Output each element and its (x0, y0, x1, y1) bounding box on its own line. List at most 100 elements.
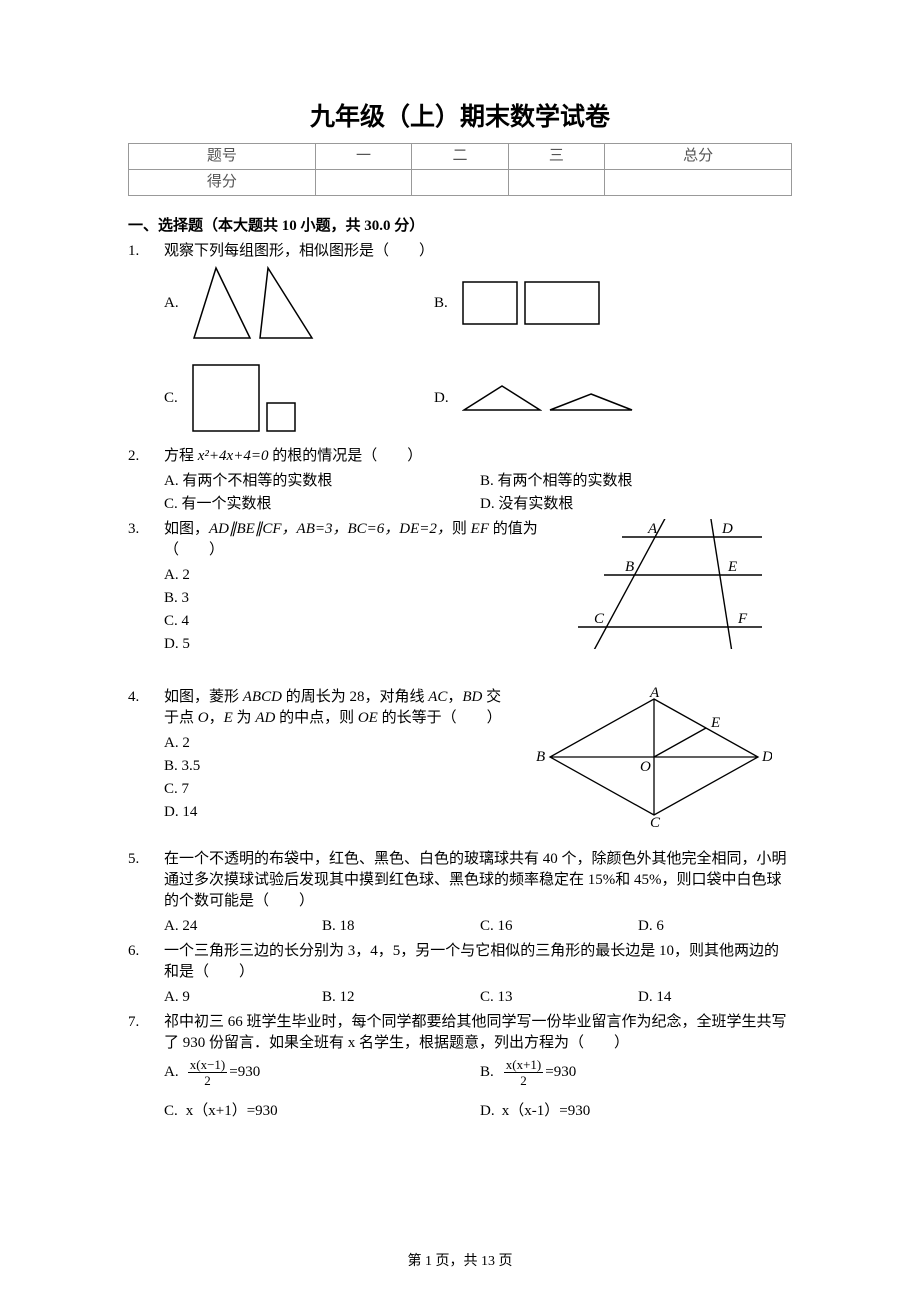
q3-opt-A: A. 2 (164, 565, 554, 586)
q2-opt-B: B. 有两个相等的实数根 (480, 471, 792, 492)
q3-text: 如图，AD∥BE∥CF，AB=3，BC=6，DE=2，则 EF 的值为（ ） (164, 519, 554, 561)
q6-opt-B: B. 12 (322, 987, 476, 1008)
q7-opt-A: A. x(x−1)2=930 (164, 1058, 476, 1087)
hdr-cell (315, 170, 411, 196)
svg-text:B: B (625, 559, 634, 575)
q1-opt-C-label: C. (164, 388, 182, 409)
eq-text: =930 (229, 1064, 260, 1080)
svg-text:E: E (727, 559, 737, 575)
eq-text: =930 (545, 1064, 576, 1080)
svg-text:A: A (649, 687, 660, 701)
svg-text:A: A (647, 521, 658, 537)
q3-opt-C: C. 4 (164, 611, 554, 632)
hdr-cell: 总分 (605, 144, 792, 170)
question-3: 3. 如图，AD∥BE∥CF，AB=3，BC=6，DE=2，则 EF 的值为（ … (128, 519, 792, 657)
q2-opt-A: A. 有两个不相等的实数根 (164, 471, 476, 492)
q7-opt-B-label: B. (480, 1062, 498, 1083)
svg-text:B: B (536, 749, 545, 765)
q7-opt-A-label: A. (164, 1062, 182, 1083)
q1-opt-D-label: D. (434, 388, 452, 409)
q2-text-pre: 方程 (164, 448, 198, 464)
hdr-cell: 题号 (129, 144, 316, 170)
frac-den: 2 (504, 1073, 544, 1087)
q4-text: 如图，菱形 ABCD 的周长为 28，对角线 AC，BD 交于点 O，E 为 A… (164, 687, 514, 729)
q7-opt-C-label: C. (164, 1101, 182, 1122)
hdr-cell: 一 (315, 144, 411, 170)
q3-opt-B: B. 3 (164, 588, 554, 609)
q1-num: 1. (128, 241, 150, 442)
q4-opt-D: D. 14 (164, 802, 514, 823)
question-7: 7. 祁中初三 66 班学生毕业时，每个同学都要给其他同学写一份毕业留言作为纪念… (128, 1012, 792, 1122)
triangles-pair-icon (192, 266, 314, 340)
q6-opt-A: A. 9 (164, 987, 318, 1008)
q5-num: 5. (128, 849, 150, 937)
q7-opt-D-label: D. (480, 1101, 498, 1122)
score-table: 题号 一 二 三 总分 得分 (128, 143, 792, 196)
hdr-cell: 三 (508, 144, 604, 170)
svg-text:E: E (710, 715, 720, 731)
q5-text: 在一个不透明的布袋中，红色、黑色、白色的玻璃球共有 40 个，除颜色外其他完全相… (164, 849, 792, 912)
question-1: 1. 观察下列每组图形，相似图形是（ ） A. B. C. (128, 241, 792, 442)
q6-num: 6. (128, 941, 150, 1008)
question-6: 6. 一个三角形三边的长分别为 3，4，5，另一个与它相似的三角形的最长边是 1… (128, 941, 792, 1008)
hdr-cell: 二 (412, 144, 508, 170)
triangles2-pair-icon (462, 384, 634, 412)
page-title: 九年级（上）期末数学试卷 (128, 100, 792, 135)
q5-opt-C: C. 16 (480, 916, 634, 937)
svg-text:C: C (594, 611, 605, 627)
q2-text-post: 的根的情况是（ ） (268, 448, 422, 464)
q3-figure: A D B E C F (572, 519, 772, 649)
rectangles-pair-icon (462, 281, 600, 325)
svg-text:C: C (650, 815, 661, 827)
q4-opt-A: A. 2 (164, 733, 514, 754)
q5-opt-A: A. 24 (164, 916, 318, 937)
q6-opt-C: C. 13 (480, 987, 634, 1008)
svg-text:O: O (640, 759, 651, 775)
page-footer: 第 1 页，共 13 页 (0, 1252, 920, 1272)
q6-text: 一个三角形三边的长分别为 3，4，5，另一个与它相似的三角形的最长边是 10，则… (164, 941, 792, 983)
q7-opt-D: D. x（x-1）=930 (480, 1101, 792, 1122)
q2-math: x²+4x+4=0 (198, 448, 269, 464)
frac-num: x(x−1) (188, 1058, 228, 1073)
q1-opt-C: C. (164, 364, 434, 432)
q1-text: 观察下列每组图形，相似图形是（ ） (164, 241, 792, 262)
hdr-cell (508, 170, 604, 196)
q3-num: 3. (128, 519, 150, 657)
question-2: 2. 方程 x²+4x+4=0 的根的情况是（ ） A. 有两个不相等的实数根 … (128, 446, 792, 515)
q1-opt-B: B. (434, 266, 704, 340)
squares-pair-icon (192, 364, 296, 432)
q4-num: 4. (128, 687, 150, 827)
q3-opt-D: D. 5 (164, 634, 554, 655)
q5-opt-B: B. 18 (322, 916, 476, 937)
q7-text: 祁中初三 66 班学生毕业时，每个同学都要给其他同学写一份毕业留言作为纪念，全班… (164, 1012, 792, 1054)
q2-opt-D: D. 没有实数根 (480, 494, 792, 515)
opt-body: x（x+1）=930 (186, 1103, 278, 1119)
frac-num: x(x+1) (504, 1058, 544, 1073)
q6-opt-D: D. 14 (638, 987, 792, 1008)
frac-den: 2 (188, 1073, 228, 1087)
section-1-heading: 一、选择题（本大题共 10 小题，共 30.0 分） (128, 216, 792, 237)
svg-text:D: D (721, 521, 733, 537)
q2-num: 2. (128, 446, 150, 515)
hdr-cell (412, 170, 508, 196)
q2-opt-C: C. 有一个实数根 (164, 494, 476, 515)
svg-text:F: F (737, 611, 748, 627)
hdr-cell (605, 170, 792, 196)
q1-opt-D: D. (434, 364, 704, 432)
q7-opt-C: C. x（x+1）=930 (164, 1101, 476, 1122)
question-4: 4. 如图，菱形 ABCD 的周长为 28，对角线 AC，BD 交于点 O，E … (128, 687, 792, 827)
q1-opt-B-label: B. (434, 293, 452, 314)
q4-opt-C: C. 7 (164, 779, 514, 800)
hdr-cell: 得分 (129, 170, 316, 196)
q5-opt-D: D. 6 (638, 916, 792, 937)
q7-num: 7. (128, 1012, 150, 1122)
q4-opt-B: B. 3.5 (164, 756, 514, 777)
opt-body: x（x-1）=930 (502, 1103, 590, 1119)
q7-opt-B: B. x(x+1)2=930 (480, 1058, 792, 1087)
q1-opt-A: A. (164, 266, 434, 340)
q1-opt-A-label: A. (164, 293, 182, 314)
question-5: 5. 在一个不透明的布袋中，红色、黑色、白色的玻璃球共有 40 个，除颜色外其他… (128, 849, 792, 937)
svg-text:D: D (761, 749, 772, 765)
q4-figure: A B C D E O (532, 687, 772, 827)
q2-text: 方程 x²+4x+4=0 的根的情况是（ ） (164, 446, 792, 467)
